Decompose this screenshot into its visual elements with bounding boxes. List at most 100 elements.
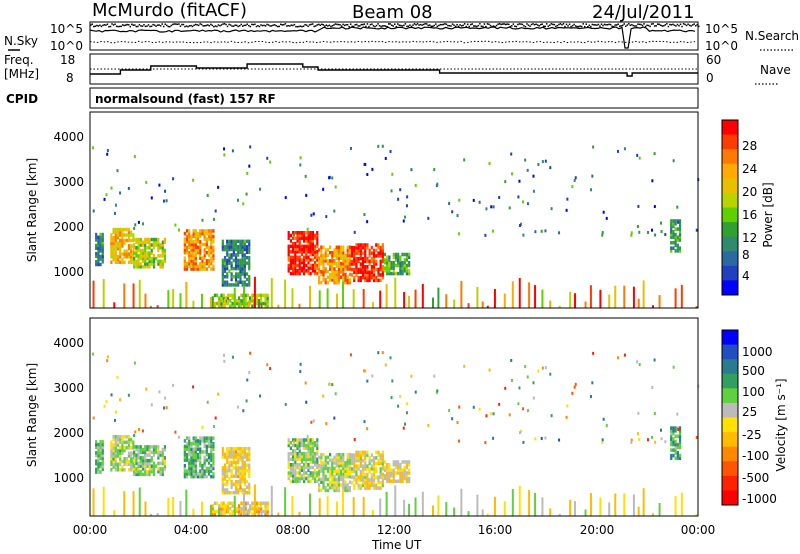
velocity-cell [296, 476, 299, 481]
power-sparse-point [592, 145, 595, 149]
velocity-cell [226, 471, 229, 476]
power-sparse-point [162, 199, 165, 203]
velocity-cell [331, 474, 334, 479]
nsky-dot [232, 25, 235, 27]
nsky-dot [129, 25, 132, 28]
power-cell [119, 241, 122, 245]
power-cell [342, 261, 345, 266]
power-cell [144, 254, 147, 258]
velocity-cell [135, 447, 138, 452]
velocity-cell [203, 444, 206, 449]
power-sparse-point [414, 183, 417, 187]
power-cell [289, 258, 292, 262]
velocity-cell [294, 463, 297, 467]
velocity-cell [148, 447, 151, 452]
power-cell [237, 247, 240, 252]
velocity-cell [232, 455, 235, 459]
velocity-cell [234, 482, 238, 487]
power-sparse-point [242, 202, 245, 206]
velocity-cell [216, 509, 219, 514]
power-cell [386, 271, 389, 276]
power-cell [350, 262, 354, 266]
power-cell [287, 244, 290, 249]
power-cell [287, 258, 290, 262]
nsky-dot [137, 25, 139, 28]
power-cell [379, 273, 382, 277]
power-cell [238, 301, 241, 306]
power-ground-scatter [695, 306, 698, 308]
nsky-dot [123, 24, 125, 27]
power-cell [309, 231, 312, 235]
power-cell [408, 271, 411, 276]
power-sparse-point [488, 161, 491, 165]
power-cell [248, 245, 251, 249]
velocity-cell [335, 458, 338, 462]
velocity-cell [123, 462, 126, 467]
velocity-cell [135, 467, 138, 471]
nsky-dot [360, 23, 363, 26]
velocity-cell [298, 465, 301, 470]
power-cell [110, 246, 113, 251]
nsky-dot [111, 23, 113, 25]
power-cell [203, 261, 206, 266]
velocity-cell [221, 446, 224, 451]
velocity-cell [370, 467, 373, 471]
power-sparse-point [331, 176, 334, 180]
power-cell [340, 267, 343, 271]
nsky-dot [235, 24, 238, 27]
power-cell [210, 267, 213, 271]
power-cell [289, 255, 292, 259]
power-cell [95, 235, 98, 240]
power-frame [89, 111, 699, 309]
power-cell [394, 252, 398, 257]
power-cell [314, 271, 317, 276]
velocity-cell [207, 469, 211, 473]
velocity-cell [220, 509, 223, 514]
velocity-cell [381, 453, 384, 457]
power-cell [101, 249, 104, 253]
nsky-dot [682, 23, 685, 25]
velocity-cell [243, 455, 246, 459]
power-cell [152, 259, 156, 264]
velocity-cell [346, 455, 349, 460]
nsky-dot [489, 24, 492, 27]
velocity-cell [210, 436, 213, 440]
velocity-cell [241, 488, 244, 492]
cpid-frame [89, 87, 699, 109]
velocity-cell [240, 512, 243, 516]
velocity-cell [101, 451, 104, 455]
power-cell [309, 247, 312, 251]
power-cell [377, 267, 380, 272]
power-ground-scatter [569, 291, 572, 308]
power-cell [203, 264, 206, 269]
velocity-cell [213, 509, 216, 514]
power-ground-scatter [277, 304, 280, 308]
power-cell [289, 244, 292, 249]
velocity-cell [364, 464, 367, 468]
velocity-cell [203, 474, 206, 479]
power-cell [210, 245, 213, 250]
velocity-cell [228, 452, 231, 456]
power-cell [368, 259, 371, 264]
velocity-sparse-point [134, 430, 137, 434]
velocity-cell [316, 471, 319, 475]
nsky-dot [368, 25, 370, 28]
power-cell [148, 256, 151, 261]
nsky-dot [438, 24, 440, 27]
power-sparse-point [145, 180, 148, 184]
velocity-cell [303, 441, 306, 445]
velocity-ground-scatter [414, 497, 417, 516]
velocity-ground-scatter [132, 491, 135, 516]
freq-unit-label: [MHz] [4, 67, 39, 81]
power-ground-scatter [92, 280, 95, 308]
power-cell [221, 269, 224, 274]
power-cell [311, 263, 314, 268]
velocity-cell [266, 509, 269, 514]
velocity-cell [190, 458, 193, 462]
nsky-tick-top: 10^5 [50, 22, 83, 36]
velocity-cell [133, 453, 136, 457]
power-cell [159, 245, 162, 250]
power-sparse-point [402, 219, 405, 223]
power-cell [359, 243, 362, 247]
power-cell [123, 238, 126, 243]
